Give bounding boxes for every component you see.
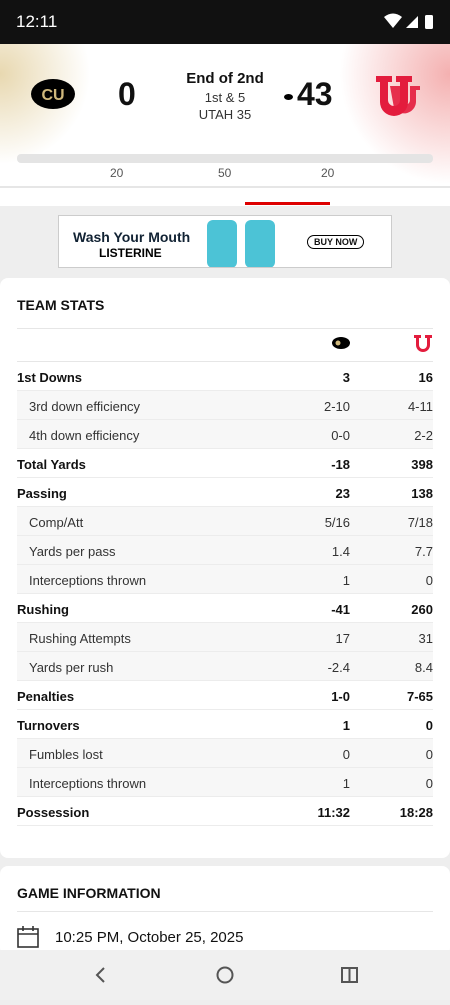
stat-value: 1-0: [331, 689, 350, 704]
stat-label: Yards per pass: [29, 544, 116, 559]
stat-value: -18: [331, 457, 350, 472]
stat-label: Interceptions thrown: [29, 776, 147, 791]
stat-value: 0-0: [331, 428, 350, 443]
stat-value: 23: [335, 486, 350, 501]
score: 43: [297, 76, 333, 112]
yard-label: 20: [321, 166, 335, 180]
stat-value: 7/18: [407, 515, 433, 530]
team-logo: [376, 76, 420, 116]
sub-stat-row: Yards per pass 1.4 7.7: [17, 536, 433, 565]
stat-value: 8.4: [414, 660, 433, 675]
position: UTAH 35: [198, 107, 252, 122]
stat-value: 5/16: [324, 515, 350, 530]
status-bar: 12:11: [0, 0, 450, 44]
sub-stat-row: Interceptions thrown 1 0: [17, 768, 433, 797]
field-bar: [17, 154, 433, 163]
ad-brand: LISTERINE: [99, 246, 162, 260]
stat-value: 0: [342, 747, 350, 762]
stat-label: Interceptions thrown: [29, 573, 147, 588]
stat-label: 4th down efficiency: [29, 428, 140, 443]
stat-label: Yards per rush: [29, 660, 114, 675]
stat-label: Passing: [17, 486, 67, 501]
nav-bar: [0, 950, 450, 1000]
stat-value: 17: [335, 631, 350, 646]
sub-stat-row: Rushing Attempts 17 31: [17, 623, 433, 652]
nav-buttons[interactable]: [0, 950, 450, 1000]
stat-label: Fumbles lost: [29, 747, 103, 762]
stat-value: -41: [331, 602, 350, 617]
down: 1st & 5: [204, 90, 246, 105]
score: 0: [118, 76, 136, 112]
ad-headline: Wash Your Mouth: [73, 229, 191, 245]
scoreboard: CU 0 End of 2nd 1st & 5 UTAH 35 43 20 50…: [0, 44, 450, 206]
status-icons: [384, 13, 433, 29]
calendar-icon: [17, 926, 39, 948]
section-title: GAME INFORMATION: [17, 885, 161, 901]
team-logo: [414, 335, 432, 352]
game-status: End of 2nd: [186, 70, 264, 87]
sub-stat-row: Comp/Att 5/16 7/18: [17, 507, 433, 536]
stat-row: Rushing -41 260: [17, 594, 433, 623]
stat-value: 1: [342, 776, 350, 791]
stat-value: 4-11: [407, 399, 433, 414]
stat-label: 1st Downs: [17, 370, 83, 385]
stat-value: 0: [425, 747, 433, 762]
stat-value: 2-10: [323, 399, 350, 414]
team-logo: [332, 337, 350, 349]
stat-label: Rushing Attempts: [29, 631, 131, 646]
stat-value: 0: [425, 776, 433, 791]
stat-value: 0: [425, 718, 433, 733]
stat-value: 31: [418, 631, 433, 646]
stat-label: Turnovers: [17, 718, 80, 733]
game-info-card: GAME INFORMATION 10:25 PM, October 25, 2…: [0, 866, 450, 956]
stat-value: 138: [411, 486, 433, 501]
stat-value: 398: [411, 457, 433, 472]
stat-label: Penalties: [17, 689, 75, 704]
ad-cta: BUY NOW: [307, 235, 365, 249]
yard-label: 50: [218, 166, 232, 180]
sub-stat-row: Yards per rush -2.4 8.4: [17, 652, 433, 681]
stat-row: Penalties 1-0 7-65: [17, 681, 433, 710]
ad-banner[interactable]: Wash Your Mouth LISTERINE BUY NOW: [58, 215, 392, 268]
section-title: TEAM STATS: [17, 297, 105, 313]
sub-stat-row: 3rd down efficiency 2-10 4-11: [17, 391, 433, 420]
stat-value: 7-65: [406, 689, 433, 704]
sub-stat-row: 4th down efficiency 0-0 2-2: [17, 420, 433, 449]
stat-value: 260: [411, 602, 433, 617]
stat-value: -2.4: [327, 660, 350, 675]
sub-stat-row: Fumbles lost 0 0: [17, 739, 433, 768]
stat-row: Total Yards -18 398: [17, 449, 433, 478]
tab-indicator: [245, 202, 330, 205]
stat-label: Rushing: [17, 602, 69, 617]
stat-value: 18:28: [399, 805, 433, 820]
stat-label: Possession: [17, 805, 90, 820]
stat-row: Passing 23 138: [17, 478, 433, 507]
stat-value: 11:32: [317, 805, 350, 820]
stat-label: Comp/Att: [29, 515, 84, 530]
stat-label: 3rd down efficiency: [29, 399, 141, 414]
time: 12:11: [16, 12, 58, 31]
svg-text:CU: CU: [41, 87, 64, 104]
stat-value: 1: [342, 573, 350, 588]
sub-stat-row: Interceptions thrown 1 0: [17, 565, 433, 594]
stat-value: 1.4: [331, 544, 350, 559]
stat-value: 2-2: [414, 428, 433, 443]
stat-label: Total Yards: [17, 457, 86, 472]
stat-value: 0: [425, 573, 433, 588]
game-datetime: 10:25 PM, October 25, 2025: [55, 929, 244, 946]
stat-row: 1st Downs 3 16: [17, 362, 433, 391]
possession-icon: [284, 94, 293, 100]
stat-value: 16: [418, 370, 433, 385]
team-logo: CU: [31, 79, 75, 109]
stat-value: 1: [342, 718, 350, 733]
team-stats-card: TEAM STATS 1st Downs 3 16 3rd down efficien…: [0, 278, 450, 858]
stat-row: Possession 11:32 18:28: [17, 797, 433, 826]
stat-value: 7.7: [414, 544, 433, 559]
yard-label: 20: [110, 166, 124, 180]
stat-row: Turnovers 1 0: [17, 710, 433, 739]
stat-value: 3: [342, 370, 350, 385]
